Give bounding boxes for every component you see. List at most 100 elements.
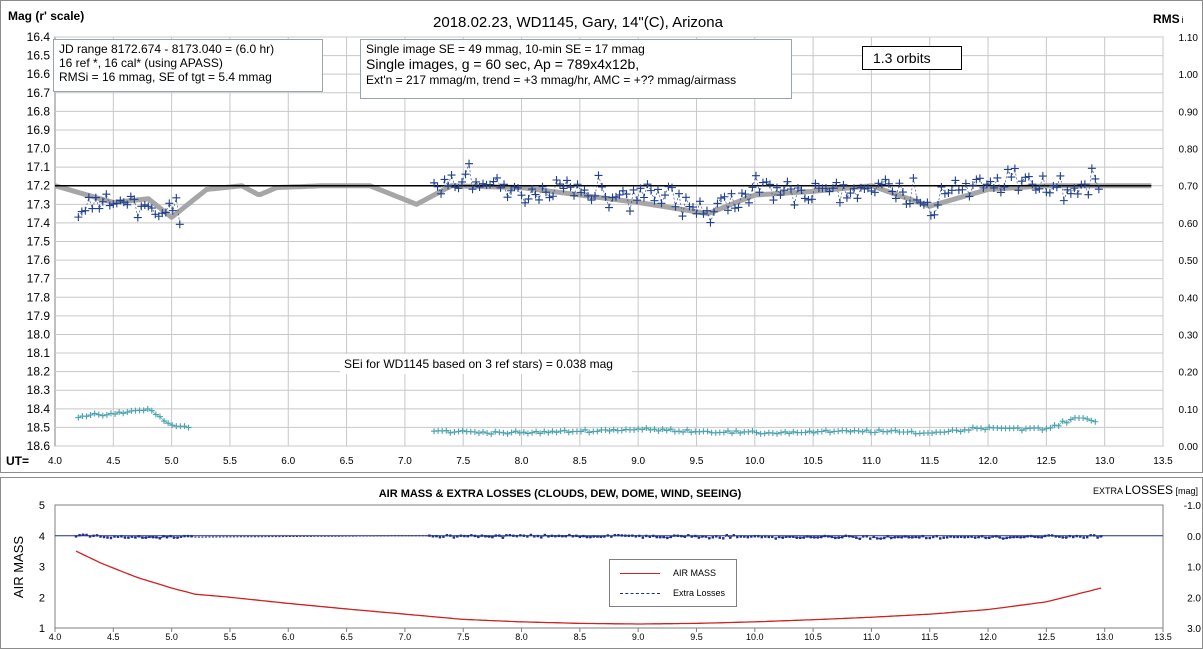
magnitude-point [979, 183, 988, 192]
magnitude-point [755, 188, 764, 197]
rms-point [904, 429, 911, 436]
magnitude-point [584, 191, 593, 200]
extra-losses-point [186, 534, 190, 538]
magnitude-point [1003, 165, 1012, 174]
jd-range-box: JD range 8172.674 - 8173.040 = (6.0 hr) … [53, 39, 323, 92]
box2-line2: Single images, g = 60 sec, Ap = 789x4x12… [366, 56, 640, 72]
extra-losses-point [92, 534, 95, 538]
rms-point [663, 427, 670, 434]
magnitude-point [1010, 164, 1019, 173]
extra-losses-point [445, 534, 449, 537]
magnitude-point [91, 193, 100, 202]
magnitude-point [898, 188, 907, 197]
magnitude-point [853, 194, 862, 203]
rms-point [144, 405, 151, 412]
extra-losses-point [1096, 536, 1099, 539]
rms-point [124, 409, 131, 416]
rms-point [859, 428, 866, 435]
magnitude-point [611, 192, 620, 201]
extra-losses-point [484, 535, 487, 538]
bottom-x-tick-label: 12.5 [1038, 632, 1056, 642]
extra-losses-point [697, 536, 701, 539]
bottom-y-tick-label: 2 [39, 592, 45, 604]
magnitude-point [573, 180, 582, 189]
rms-point [1035, 424, 1042, 431]
extra-losses-point [459, 534, 463, 537]
extra-losses-point [641, 536, 645, 539]
magnitude-point [524, 194, 533, 203]
magnitude-point [594, 171, 603, 180]
extra-losses-point [837, 536, 840, 539]
magnitude-point [877, 180, 886, 189]
magnitude-point [734, 203, 743, 212]
rms-point [684, 426, 691, 433]
magnitude-point [849, 184, 858, 193]
magnitude-point [447, 171, 456, 180]
magnitude-point [968, 181, 977, 190]
extra-losses-point [442, 535, 445, 538]
rms-point [99, 412, 106, 419]
magnitude-point [517, 191, 526, 200]
rms-point [945, 428, 952, 435]
magnitude-point [172, 193, 181, 202]
extra-losses-point [981, 535, 984, 538]
extra-losses-point [543, 533, 547, 537]
magnitude-point [860, 184, 869, 193]
magnitude-point [1042, 188, 1051, 197]
top-x-tick-label: 10.0 [745, 456, 765, 467]
magnitude-point [667, 183, 676, 192]
top-x-tick-label: 11.5 [920, 456, 939, 467]
magnitude-point [923, 198, 932, 207]
magnitude-point [549, 192, 558, 201]
sei-label: SEi for WD1145 based on 3 ref stars) = 0… [344, 357, 613, 371]
extra-losses-point [1068, 534, 1071, 538]
orbits-label: 1.3 orbits [873, 50, 931, 66]
magnitude-trace [78, 193, 181, 225]
top-y2-tick-label: 0.00 [1179, 442, 1199, 453]
magnitude-point [570, 191, 579, 200]
extra-losses-point [487, 535, 491, 538]
extra-losses-point [648, 535, 652, 538]
extra-losses-point [1016, 535, 1019, 539]
top-y2-tick-label: 0.80 [1179, 145, 1199, 156]
magnitude-point [175, 220, 184, 229]
rms-point [578, 428, 585, 435]
top-x-tick-label: 13.5 [1153, 456, 1173, 467]
rms-point [1092, 418, 1099, 425]
bottom-x-tick-label: 8.0 [515, 632, 528, 642]
magnitude-point [664, 182, 673, 191]
extra-losses-point [1026, 535, 1029, 538]
top-y-tick-label: 18.2 [27, 365, 51, 379]
rms-point [782, 428, 789, 435]
extra-losses-point [718, 536, 721, 539]
extra-losses-point [984, 536, 987, 540]
magnitude-point [947, 186, 956, 195]
extra-losses-point [1002, 537, 1005, 540]
magnitude-point [961, 179, 970, 188]
magnitude-point [779, 186, 788, 195]
top-y-tick-label: 16.7 [27, 86, 51, 100]
extra-losses-point [606, 534, 610, 537]
magnitude-point [720, 192, 729, 201]
extra-losses-point [823, 534, 826, 538]
rms-point [475, 430, 482, 437]
extra-losses-point [970, 535, 973, 538]
top-y2-tick-label: 1.00 [1179, 70, 1199, 81]
extra-losses-point [869, 537, 872, 540]
extra-losses-point [872, 535, 875, 539]
extra-losses-point [477, 535, 480, 539]
extra-losses-point [470, 534, 473, 537]
rms-point [753, 429, 760, 436]
rms-point [537, 430, 544, 437]
top-y-tick-label: 16.6 [27, 67, 51, 81]
magnitude-point [699, 209, 708, 218]
magnitude-point [727, 189, 736, 198]
magnitude-point [496, 183, 505, 192]
extra-losses-point [116, 535, 120, 538]
rms-point [112, 411, 119, 418]
magnitude-point [95, 204, 104, 213]
rms-point [1055, 422, 1062, 429]
magnitude-point [144, 202, 153, 211]
rms-point [688, 429, 695, 436]
magnitude-point [926, 211, 935, 220]
